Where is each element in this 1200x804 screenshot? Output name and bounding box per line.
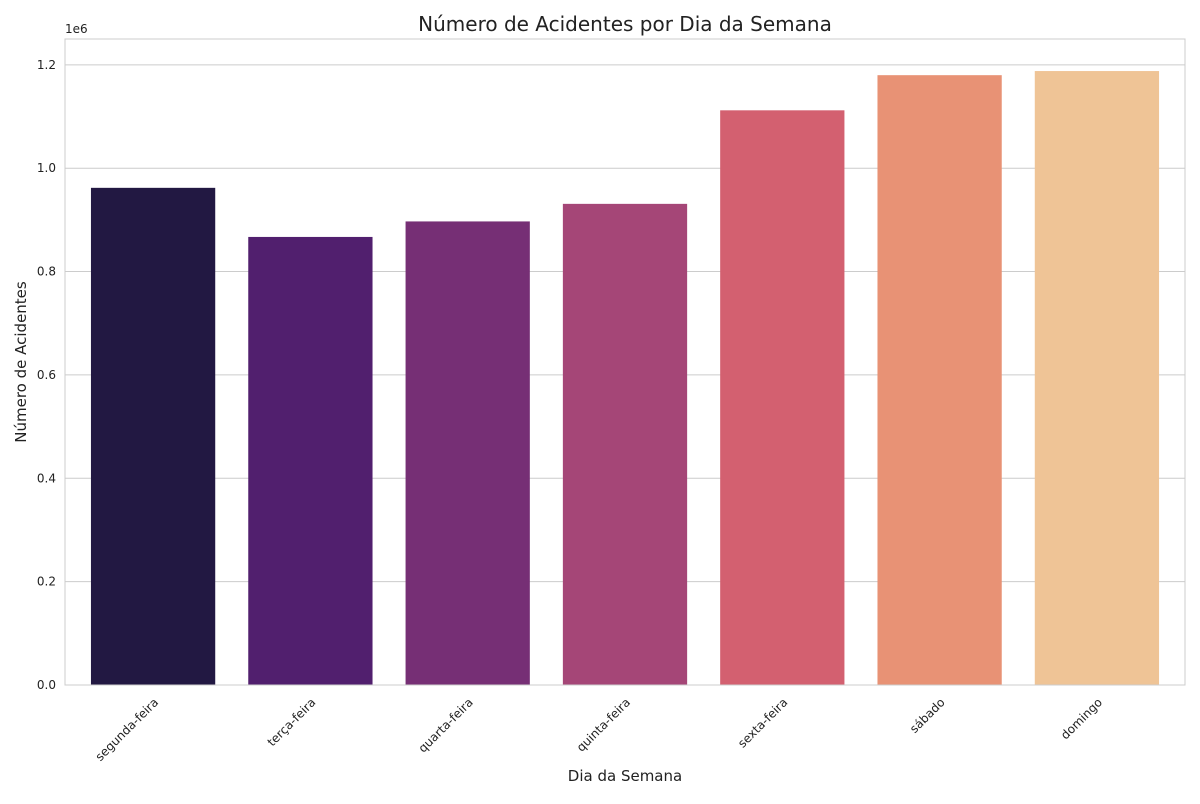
x-tick-label: quarta-feira (416, 695, 476, 755)
y-tick-label: 0.2 (37, 575, 56, 589)
y-tick-label: 1.2 (37, 58, 56, 72)
y-axis-offset-label: 1e6 (65, 22, 88, 36)
bar-quarta-feira (405, 221, 530, 685)
y-tick-labels: 0.0 0.2 0.4 0.6 0.8 1.0 1.2 (37, 58, 56, 692)
bar-quinta-feira (562, 203, 688, 686)
chart-title: Número de Acidentes por Dia da Semana (418, 12, 832, 36)
bar-sexta-feira (720, 110, 845, 685)
x-tick-label: quinta-feira (574, 695, 633, 754)
bar-sábado (877, 75, 1002, 685)
bar-domingo (1034, 71, 1160, 685)
y-tick-label: 1.0 (37, 161, 56, 175)
x-tick-label: terça-feira (265, 695, 319, 749)
y-axis-label: Número de Acidentes (12, 281, 30, 443)
y-tick-label: 0.4 (37, 471, 56, 485)
x-tick-label: sexta-feira (735, 695, 790, 750)
y-tick-label: 0.6 (37, 368, 56, 382)
x-axis-label: Dia da Semana (568, 767, 682, 785)
x-tick-label: domingo (1058, 695, 1105, 742)
y-tick-label: 0.8 (37, 265, 56, 279)
x-tick-label: segunda-feira (93, 695, 162, 764)
bar-segunda-feira (90, 187, 216, 686)
x-tick-label: sábado (907, 695, 948, 736)
y-tick-label: 0.0 (37, 678, 56, 692)
plot-frame (64, 38, 1186, 686)
x-tick-labels: segunda-feira terça-feira quarta-feira quin… (93, 695, 1105, 764)
bars (90, 71, 1160, 686)
bar-terça-feira (248, 236, 373, 686)
